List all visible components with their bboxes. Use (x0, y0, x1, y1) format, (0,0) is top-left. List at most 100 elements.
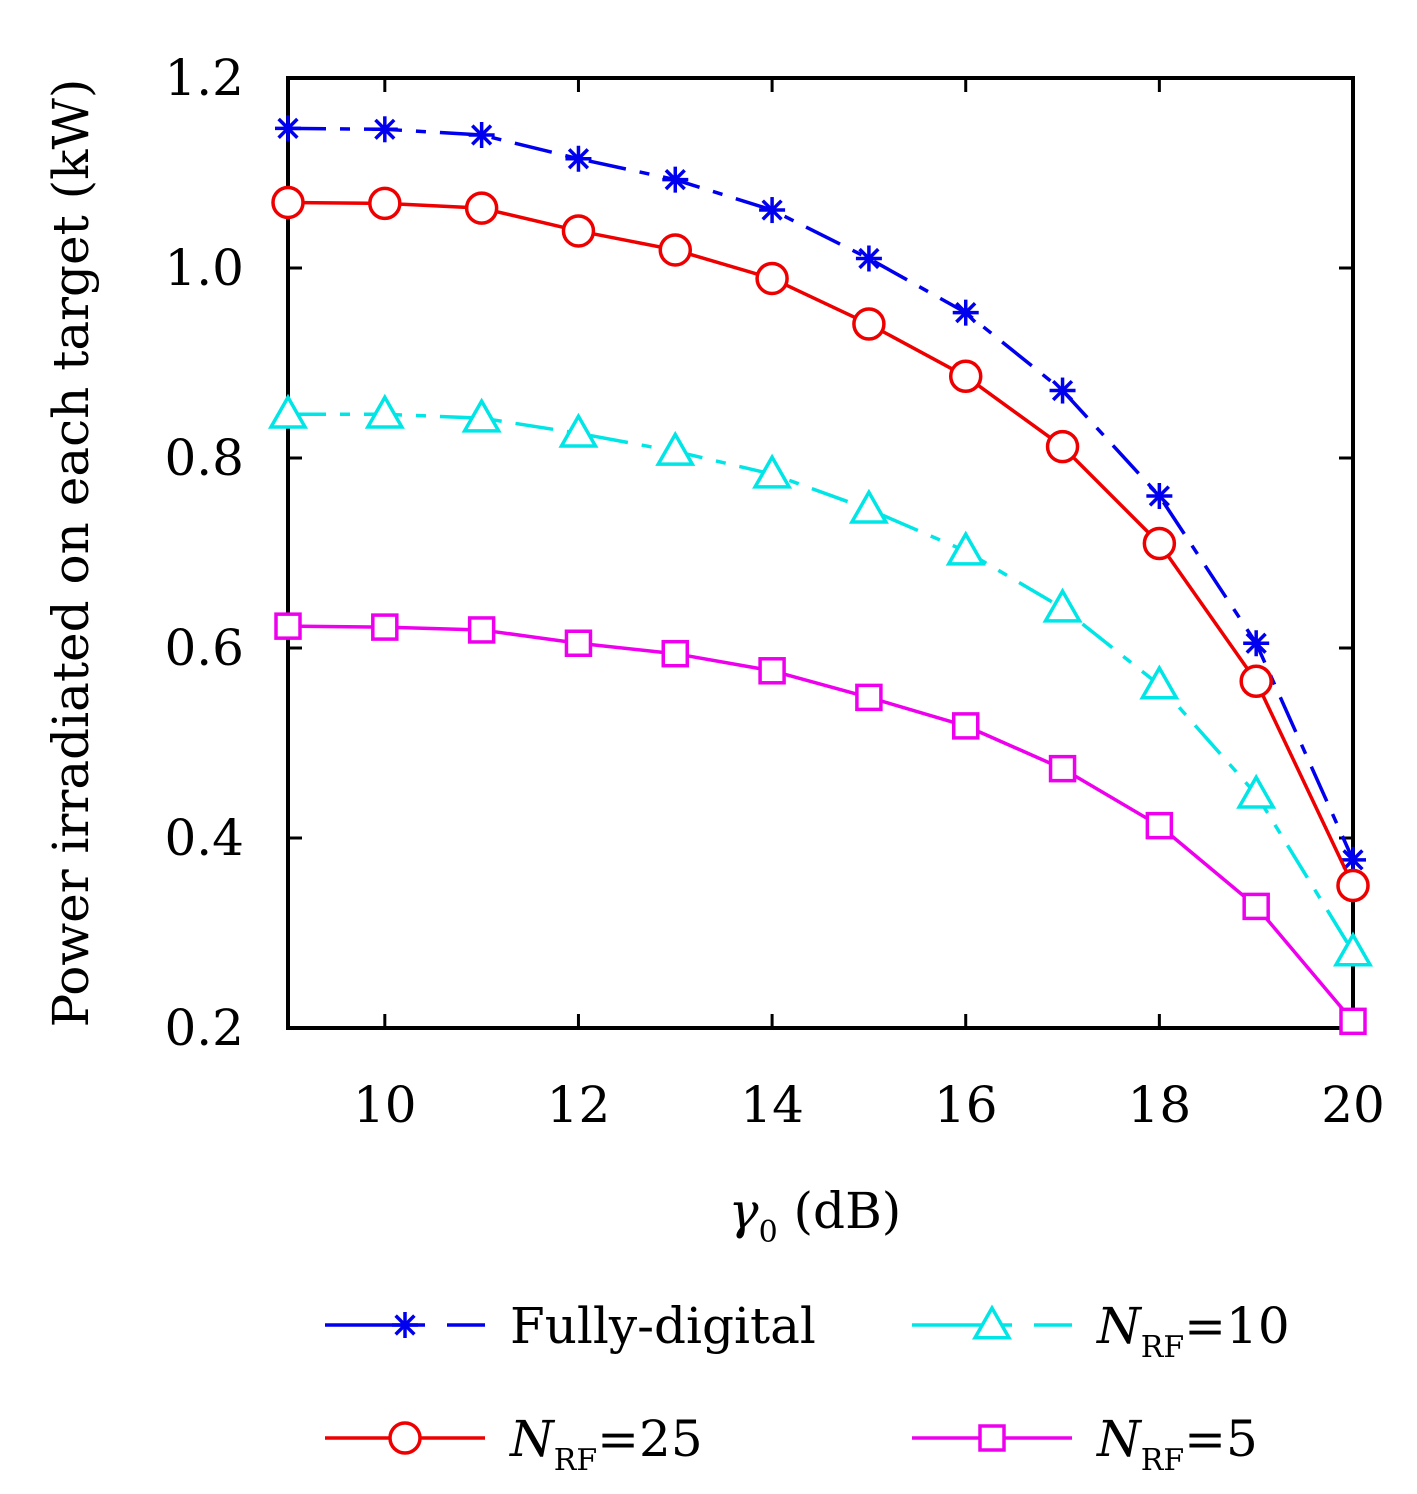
legend-label-main: N (1096, 1297, 1143, 1355)
data-point (1048, 754, 1077, 783)
data-point (561, 214, 596, 248)
data-point (564, 629, 593, 657)
series-4 (274, 612, 1367, 1036)
data-point (661, 639, 690, 668)
data-point (371, 613, 399, 641)
y-axis-label: Power irradiated on each target (kW) (42, 79, 100, 1028)
x-axis-label-subscript: 0 (759, 1215, 778, 1250)
y-tick-label: 1.0 (164, 239, 244, 297)
x-tick-label: 10 (353, 1076, 417, 1134)
data-point (951, 712, 980, 740)
legend-entry: Fully-digital (325, 1297, 816, 1355)
x-tick-label: 20 (1321, 1076, 1385, 1134)
data-point (1339, 1007, 1367, 1036)
data-point (952, 299, 979, 326)
data-point (371, 116, 398, 143)
data-point (662, 166, 689, 193)
data-point (855, 245, 882, 272)
data-point (558, 412, 599, 448)
data-point (468, 122, 495, 148)
data-point (275, 115, 301, 142)
data-point (655, 430, 696, 466)
data-point (271, 185, 305, 220)
data-point (1045, 429, 1080, 464)
legend-marker (978, 1424, 1006, 1452)
data-point (1146, 483, 1173, 509)
data-point (364, 393, 405, 429)
legend-label-rest: =25 (597, 1410, 703, 1468)
data-point (855, 683, 883, 712)
data-point (1242, 892, 1270, 921)
data-point (467, 616, 496, 644)
axis-ticks (288, 76, 1355, 1030)
data-point (1239, 664, 1273, 698)
x-axis-label: γ0 (dB) (729, 1182, 902, 1250)
data-point (274, 612, 302, 640)
data-point (565, 145, 592, 172)
data-point (752, 453, 793, 489)
legend-label: Fully-digital (510, 1297, 816, 1355)
legend-label-main: N (509, 1410, 556, 1468)
data-point (461, 397, 502, 433)
data-point (852, 307, 886, 341)
data-point (755, 261, 789, 296)
legend-marker (971, 1304, 1013, 1340)
y-tick-label: 0.2 (164, 999, 244, 1057)
x-axis-label-unit: (dB) (778, 1182, 902, 1240)
data-point (759, 197, 786, 224)
data-point (658, 233, 693, 267)
legend-marker (392, 1312, 418, 1338)
y-tick-label: 1.2 (164, 49, 244, 107)
series-line (287, 126, 1355, 861)
data-point (945, 530, 986, 566)
legend-marker (388, 1421, 422, 1455)
data-point (1336, 868, 1370, 903)
data-point (464, 191, 499, 225)
y-tick-label: 0.8 (164, 429, 244, 487)
x-tick-label: 16 (934, 1076, 998, 1134)
x-tick-label: 18 (1128, 1076, 1192, 1134)
legend-entry: NRF=25 (325, 1410, 703, 1478)
legend-entry: NRF=5 (912, 1410, 1258, 1478)
data-point (758, 657, 786, 685)
x-tick-label: 14 (740, 1076, 804, 1134)
series-2 (271, 185, 1370, 903)
data-point (368, 186, 402, 221)
series-line (287, 624, 1355, 1023)
data-point (948, 359, 983, 394)
legend-label: NRF=25 (509, 1410, 703, 1478)
legend-label: NRF=5 (1096, 1410, 1258, 1478)
legend-label-subscript: RF (1141, 1330, 1184, 1365)
y-tick-label: 0.4 (164, 809, 244, 867)
data-point (848, 488, 889, 524)
data-point (1340, 846, 1366, 873)
data-point (1042, 587, 1083, 623)
series-line (287, 200, 1355, 887)
series-1 (275, 115, 1366, 873)
data-point (1243, 630, 1270, 657)
legend-label-subscript: RF (1141, 1443, 1184, 1478)
x-axis-label-gamma: γ (729, 1182, 759, 1240)
series-layer (267, 115, 1374, 1036)
series-3 (267, 393, 1374, 967)
data-point (1236, 773, 1277, 809)
data-point (1145, 811, 1174, 840)
data-point (1332, 931, 1374, 967)
legend-label-rest: =10 (1184, 1297, 1290, 1355)
data-point (267, 393, 309, 429)
legend-entry: NRF=10 (912, 1297, 1290, 1365)
legend-label: NRF=10 (1096, 1297, 1290, 1365)
y-tick-label: 0.6 (164, 619, 244, 677)
data-point (1142, 526, 1177, 561)
legend-label-main: N (1096, 1410, 1143, 1468)
x-tick-label: 12 (547, 1076, 611, 1134)
legend-label-rest: =5 (1184, 1410, 1258, 1468)
series-line (288, 412, 1355, 953)
axis-tick-labels: 10 12 14 16 18 20 0.2 0.4 0.6 0.8 1.0 1.2 (164, 49, 1384, 1134)
plot-area-frame (286, 76, 1355, 1030)
legend-label-subscript: RF (554, 1443, 597, 1478)
data-point (1139, 664, 1180, 700)
data-point (1049, 377, 1076, 404)
